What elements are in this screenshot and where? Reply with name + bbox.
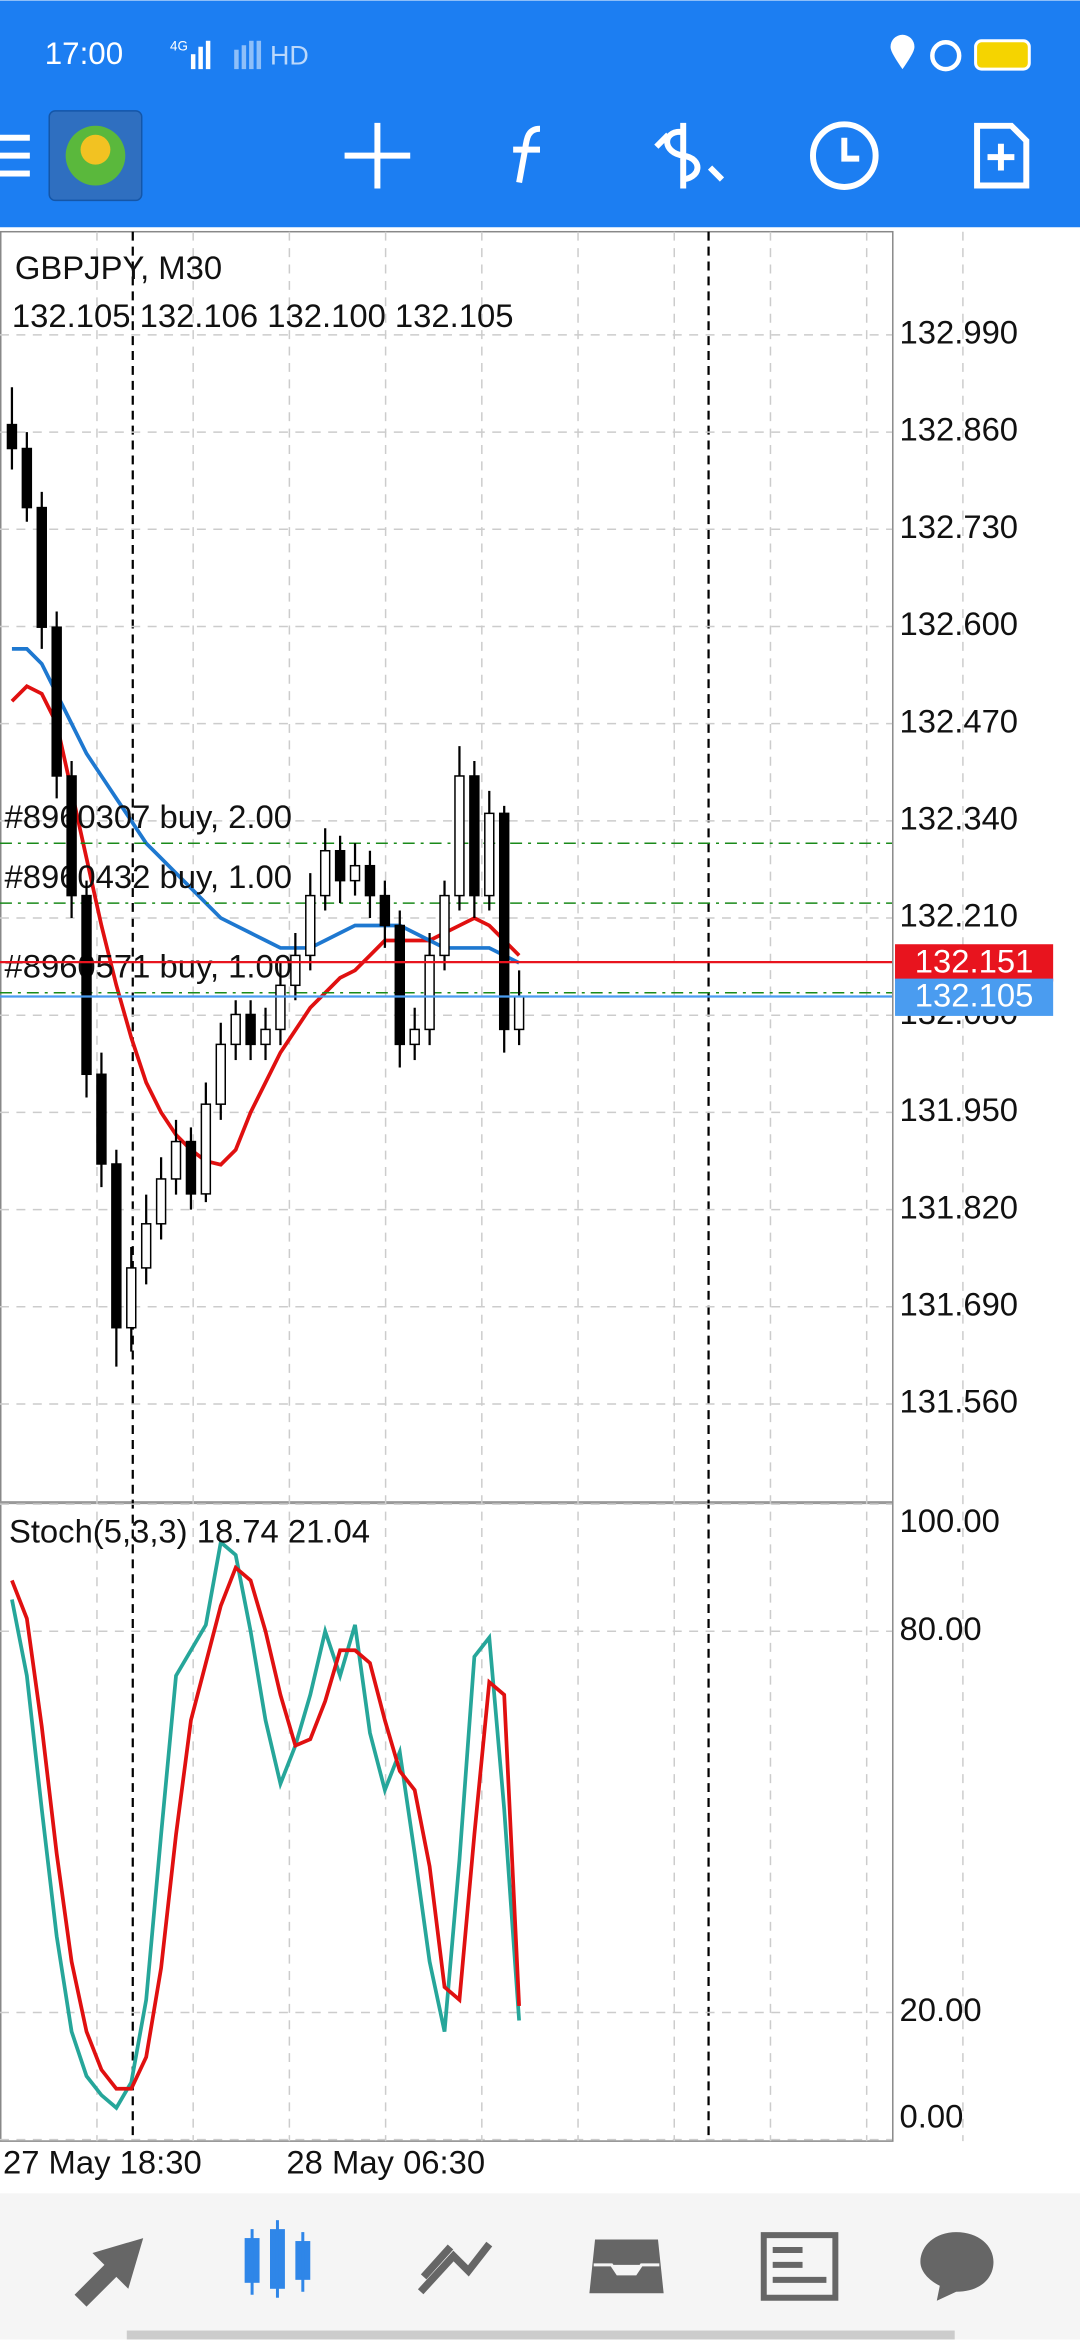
candle-body <box>51 626 62 777</box>
battery-icon <box>974 39 1031 71</box>
status-hd: HD <box>270 40 309 70</box>
candle-body <box>469 775 480 897</box>
period-button[interactable] <box>810 121 879 190</box>
y-tick-label: 131.950 <box>900 1091 1019 1128</box>
indicator-line <box>11 647 520 965</box>
candle-body <box>200 1103 212 1195</box>
candle-body <box>513 995 525 1031</box>
y-tick-label: 132.990 <box>900 314 1019 351</box>
status-time: 17:00 <box>45 36 123 71</box>
x-tick-label: 28 May 06:30 <box>286 2144 485 2181</box>
candle-body <box>96 1073 107 1165</box>
chart-area <box>0 230 894 2142</box>
candle-body <box>170 1140 182 1180</box>
candle-body <box>21 447 33 509</box>
chart-title: GBPJPY, M30 <box>15 249 222 286</box>
y-tick-label: 132.730 <box>900 508 1019 545</box>
y-tick-label: 131.560 <box>900 1383 1019 1420</box>
y-tick-label: 131.820 <box>900 1188 1019 1225</box>
status-network: 4G <box>170 38 188 53</box>
candle-body <box>260 1028 271 1046</box>
nav-chart[interactable] <box>244 2220 311 2298</box>
indicator-title: Stoch(5,3,3) 18.74 21.04 <box>9 1513 370 1550</box>
last-price-line-label: 132.105 <box>915 977 1034 1014</box>
candle-body <box>275 984 286 1031</box>
y-tick-label: 100.00 <box>900 1502 1000 1539</box>
indicator-line <box>10 1564 521 2091</box>
bid-line-label: 132.151 <box>915 942 1034 979</box>
signal-icon <box>190 40 262 70</box>
x-tick-label: 27 May 18:30 <box>3 2144 202 2181</box>
candle-body <box>155 1178 167 1225</box>
candle-body <box>334 849 346 882</box>
y-tick-label: 132.210 <box>900 897 1019 934</box>
y-tick-label: 80.00 <box>900 1610 982 1647</box>
candle-body <box>6 423 18 450</box>
candle-body <box>454 775 465 897</box>
candle-body <box>364 864 376 897</box>
candle-body <box>215 1043 226 1105</box>
menu-button[interactable] <box>0 134 30 177</box>
order-label: #8960432 buy, 1.00 <box>4 858 292 895</box>
home-indicator <box>126 2330 955 2340</box>
y-tick-label: 20.00 <box>900 1991 982 2028</box>
candle-body <box>349 864 361 882</box>
alarm-icon <box>930 40 962 72</box>
y-tick-label: 132.340 <box>900 800 1019 837</box>
candle-body <box>36 506 47 628</box>
y-tick-label: 132.470 <box>900 702 1019 739</box>
candle-body <box>305 894 316 957</box>
candle-body <box>126 1267 137 1329</box>
nav-messages[interactable] <box>920 2232 994 2301</box>
candle-body <box>185 1140 197 1195</box>
order-label: #8960571 buy, 1.00 <box>4 948 292 985</box>
nav-trade[interactable] <box>417 2241 493 2295</box>
bid-line-box <box>895 944 1054 982</box>
candle-body <box>379 894 391 927</box>
chart-frame <box>0 230 894 2142</box>
app-icon-logo-center <box>80 134 111 165</box>
candle-body <box>409 1028 420 1046</box>
bottom-nav <box>0 2193 1080 2340</box>
new-order-button[interactable] <box>974 122 1030 189</box>
candle-body <box>245 1013 256 1046</box>
candle-body <box>66 775 77 897</box>
nav-quotes[interactable] <box>74 2238 144 2307</box>
candle-body <box>484 812 495 897</box>
order-label: #8960307 buy, 2.00 <box>4 798 292 835</box>
last-price-line-box <box>895 978 1054 1016</box>
y-tick-label: 131.690 <box>900 1285 1019 1322</box>
y-tick-label: 132.600 <box>900 605 1019 642</box>
location-icon <box>890 34 915 70</box>
trade-button[interactable] <box>654 122 725 189</box>
chart-subtitle: 132.105 132.106 132.100 132.105 <box>12 297 514 334</box>
candle-body <box>111 1163 122 1329</box>
candle-body <box>424 954 435 1031</box>
candle-body <box>140 1223 152 1269</box>
indicator-line <box>10 1538 521 2111</box>
indicators-button[interactable] <box>513 125 541 184</box>
candle-body <box>319 849 331 897</box>
candle-body <box>498 812 510 1031</box>
candle-body <box>394 924 405 1046</box>
y-tick-label: 0.00 <box>900 2097 964 2134</box>
indicator-line <box>10 683 521 1167</box>
candle-body <box>81 894 92 1076</box>
app-bar <box>0 0 1080 228</box>
candle-body <box>290 954 301 987</box>
candle-body <box>230 1013 241 1046</box>
y-tick-label: 132.860 <box>900 411 1019 448</box>
nav-history[interactable] <box>586 2236 667 2297</box>
candle-body <box>439 894 450 957</box>
nav-news[interactable] <box>760 2232 839 2301</box>
crosshair-button[interactable] <box>344 122 411 189</box>
